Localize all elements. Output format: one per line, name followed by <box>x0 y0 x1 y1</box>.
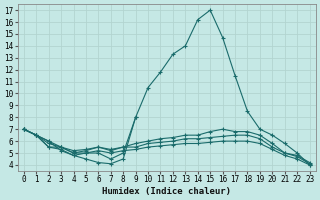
X-axis label: Humidex (Indice chaleur): Humidex (Indice chaleur) <box>102 187 231 196</box>
